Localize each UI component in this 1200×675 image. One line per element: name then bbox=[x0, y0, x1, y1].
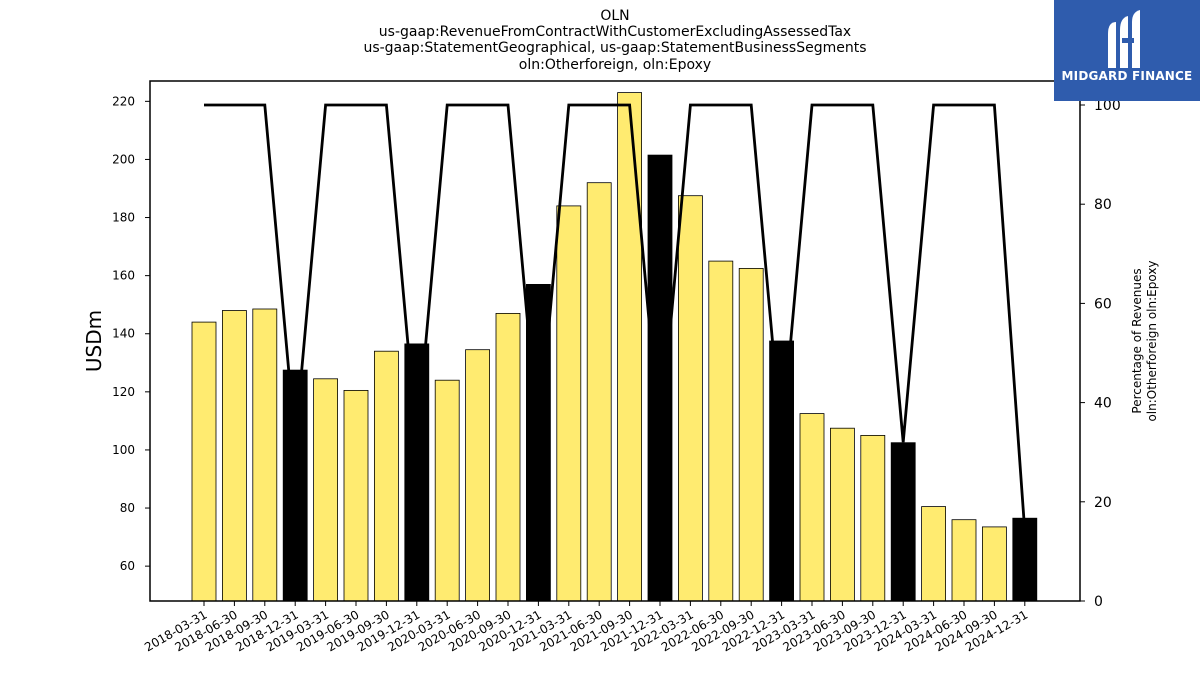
bar-2023-12-31 bbox=[890, 442, 916, 602]
y-tick-label: 160 bbox=[112, 269, 135, 283]
title-line-4: oln:Otherforeign, oln:Epoxy bbox=[519, 57, 711, 73]
midgard-logo-icon bbox=[1108, 10, 1140, 68]
bar-2020-12-31 bbox=[526, 283, 551, 602]
bar-2024-03-31 bbox=[921, 506, 946, 602]
bar-2022-03-31 bbox=[678, 195, 703, 602]
bar-2019-12-31 bbox=[404, 343, 430, 602]
y-tick-label: 60 bbox=[120, 559, 135, 573]
chart-title: OLN us-gaap:RevenueFromContractWithCusto… bbox=[363, 8, 866, 73]
y-axis-label: USDm bbox=[82, 310, 106, 372]
bar-2021-09-30 bbox=[617, 92, 642, 602]
bar-2023-03-31 bbox=[799, 413, 825, 602]
bar-2021-03-31 bbox=[556, 205, 582, 602]
y-tick-label: 180 bbox=[112, 211, 135, 225]
title-line-2: us-gaap:RevenueFromContractWithCustomerE… bbox=[379, 24, 851, 40]
bar-2022-09-30 bbox=[738, 267, 764, 602]
y-tick-label: 80 bbox=[120, 501, 135, 515]
bar-2019-09-30 bbox=[373, 350, 399, 602]
y-tick-label: 120 bbox=[112, 385, 135, 399]
title-line-3: us-gaap:StatementGeographical, us-gaap:S… bbox=[363, 40, 866, 56]
percentage-line bbox=[204, 103, 1027, 532]
bar-2018-03-31 bbox=[191, 321, 217, 602]
y-tick-label: 100 bbox=[112, 443, 135, 457]
y2-axis-label-line-1: Percentage of Revenues bbox=[1130, 268, 1144, 413]
y2-tick-label: 100 bbox=[1094, 98, 1121, 114]
bar-2022-06-30 bbox=[708, 260, 734, 602]
y2-tick-label: 0 bbox=[1094, 594, 1103, 610]
bar-2024-06-30 bbox=[951, 519, 977, 602]
logo-text: MIDGARD FINANCE bbox=[1061, 69, 1193, 83]
y2-tick-label: 40 bbox=[1094, 396, 1112, 412]
percentage-line-series bbox=[204, 103, 1027, 532]
x-axis-ticks: 2018-03-312018-06-302018-09-302018-12-31… bbox=[142, 601, 1030, 654]
y-axis-right-ticks: 0 20 40 60 80 100 bbox=[1080, 98, 1121, 610]
title-line-1: OLN bbox=[600, 8, 629, 24]
bar-2018-12-31 bbox=[282, 369, 308, 602]
y2-axis-label-line-2: oln:Otherforeign oln:Epoxy bbox=[1145, 260, 1159, 421]
bar-2022-12-31 bbox=[769, 340, 794, 602]
bar-2024-12-31 bbox=[1012, 517, 1038, 602]
axes bbox=[149, 80, 1081, 602]
bar-series bbox=[191, 92, 1038, 602]
bar-2024-09-30 bbox=[982, 526, 1007, 602]
y2-tick-label: 60 bbox=[1094, 296, 1112, 312]
bar-2020-03-31 bbox=[434, 379, 460, 602]
y-axis-left-ticks: 60 80 100 120 140 160 180 200 220 bbox=[112, 94, 150, 573]
plot-frame bbox=[149, 80, 1081, 602]
bar-2020-06-30 bbox=[465, 349, 491, 602]
bar-2020-09-30 bbox=[495, 312, 521, 602]
bar-2019-03-31 bbox=[313, 378, 339, 602]
bar-2021-12-31 bbox=[647, 154, 673, 602]
y-tick-label: 220 bbox=[112, 94, 135, 108]
bar-2023-06-30 bbox=[830, 427, 855, 602]
y-tick-label: 200 bbox=[112, 152, 135, 166]
y2-tick-label: 80 bbox=[1094, 197, 1112, 213]
bar-2021-06-30 bbox=[586, 182, 612, 602]
bar-2018-09-30 bbox=[252, 308, 278, 602]
y2-axis-label: Percentage of Revenues oln:Otherforeign … bbox=[1130, 260, 1159, 421]
midgard-finance-logo: MIDGARD FINANCE bbox=[1054, 0, 1200, 101]
bar-2018-06-30 bbox=[221, 310, 247, 602]
bar-2023-09-30 bbox=[860, 434, 886, 602]
bar-2019-06-30 bbox=[343, 389, 369, 602]
y2-tick-label: 20 bbox=[1094, 495, 1112, 511]
y-tick-label: 140 bbox=[112, 327, 135, 341]
